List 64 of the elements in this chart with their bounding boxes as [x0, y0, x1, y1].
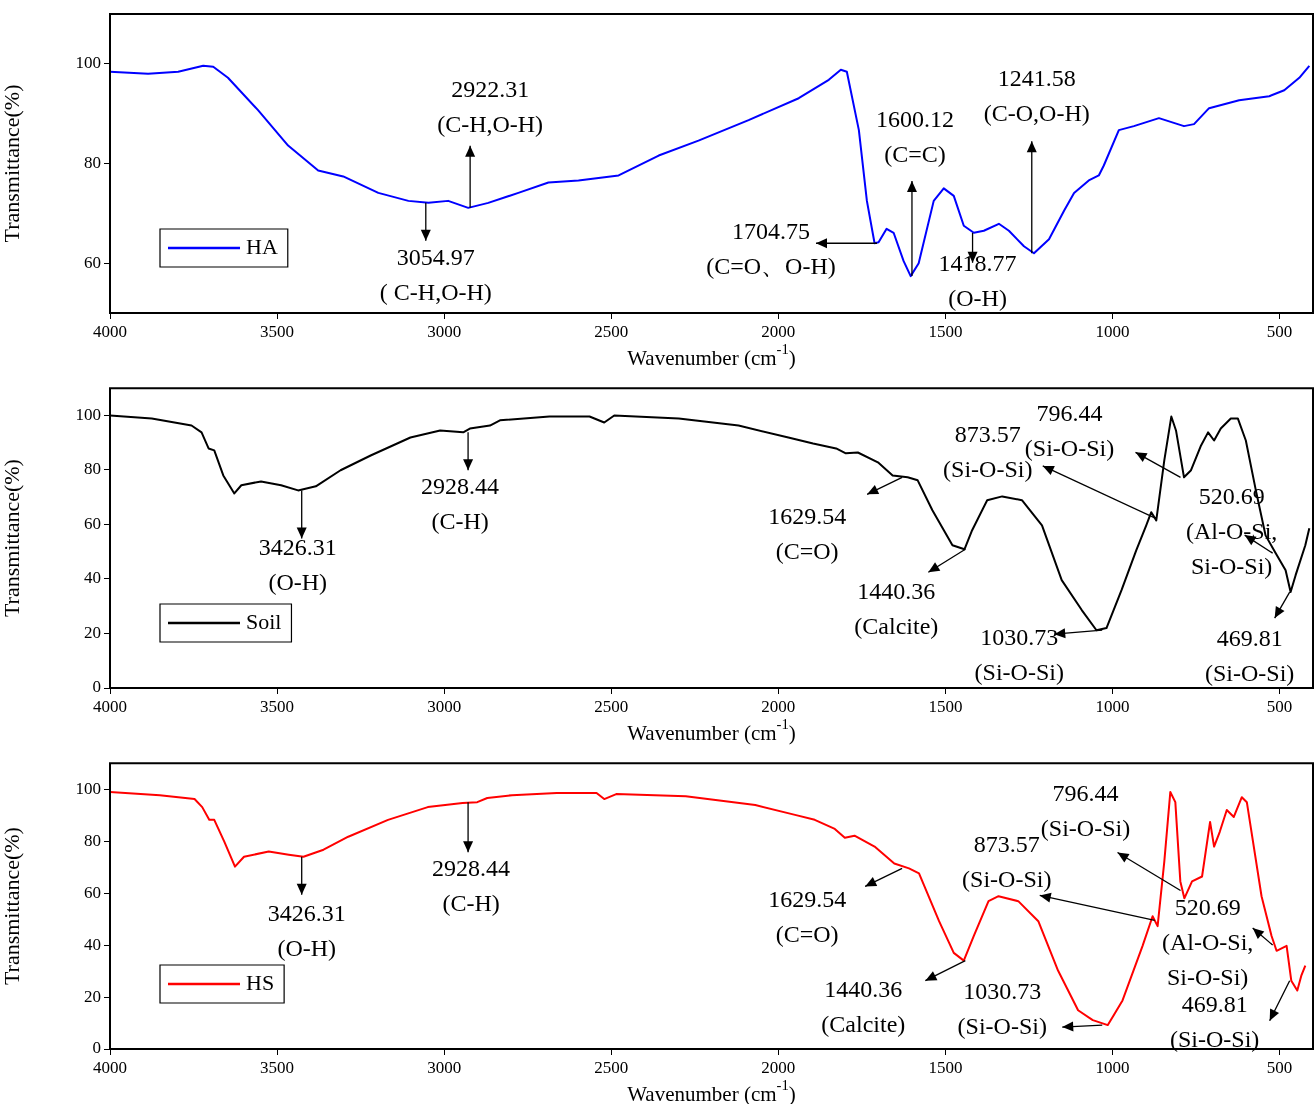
x-tick-label: 3000	[427, 321, 462, 341]
annotation: 3426.31 (O-H)	[267, 899, 346, 961]
annotation: 1241.58 (C-O,O-H)	[983, 65, 1090, 126]
x-tick-label: 1000	[1095, 1057, 1130, 1077]
x-tick-label: 2000	[761, 321, 796, 341]
x-tick-label: 3000	[427, 1057, 462, 1077]
x-tick-label: 4000	[93, 1057, 127, 1077]
y-axis-title: Transmittance(%)	[0, 84, 24, 243]
x-tick-label: 1500	[928, 696, 963, 716]
x-tick-label: 1000	[1095, 321, 1130, 341]
legend-label: HA	[246, 233, 278, 259]
y-tick-label: 0	[92, 677, 101, 697]
annotation: 1440.36 (Calcite)	[821, 976, 906, 1038]
x-tick-label: 4000	[93, 321, 127, 341]
y-tick-label: 80	[84, 459, 101, 479]
x-tick-label: 1000	[1095, 696, 1130, 716]
x-tick-label: 1500	[928, 1057, 963, 1077]
y-tick-label: 60	[84, 513, 101, 533]
x-tick-label: 3000	[427, 696, 462, 716]
annotation: 1440.36 (Calcite)	[854, 578, 939, 640]
legend-label: Soil	[246, 608, 282, 634]
annotation: 1600.12 (C=C)	[875, 105, 954, 167]
x-tick-label: 3500	[260, 321, 295, 341]
y-tick-label: 0	[92, 1038, 101, 1058]
annotation: 2922.31 (C-H,O-H)	[437, 75, 544, 137]
annotation: 3054.97 ( C-H,O-H)	[379, 243, 492, 305]
y-tick-label: 100	[75, 778, 101, 798]
x-tick-label: 4000	[93, 696, 127, 716]
legend-label: HS	[246, 969, 275, 995]
y-tick-label: 20	[84, 622, 101, 642]
annotation: 1030.73 (Si-O-Si)	[957, 977, 1047, 1039]
annotation: 1629.54 (C=O)	[768, 503, 847, 565]
annotation: 469.81 (Si-O-Si)	[1170, 991, 1260, 1053]
annotation: 1418.77 (O-H)	[938, 249, 1017, 311]
y-tick-label: 40	[84, 568, 101, 588]
x-tick-label: 2500	[594, 696, 629, 716]
x-tick-label: 3500	[260, 1057, 295, 1077]
x-tick-label: 2500	[594, 321, 629, 341]
x-tick-label: 1500	[928, 321, 963, 341]
x-tick-label: 500	[1266, 1057, 1293, 1077]
y-tick-label: 20	[84, 986, 101, 1006]
y-tick-label: 80	[84, 152, 101, 172]
x-tick-label: 500	[1266, 696, 1293, 716]
annotation: 520.69 (Al-O-Si, Si-O-Si)	[1162, 894, 1254, 991]
y-tick-label: 80	[84, 830, 101, 850]
x-tick-label: 500	[1266, 321, 1293, 341]
y-axis-title: Transmittance(%)	[0, 459, 24, 618]
annotation: 1704.75 (C=O、O-H)	[706, 218, 836, 280]
annotation: 1030.73 (Si-O-Si)	[974, 624, 1064, 686]
y-tick-label: 60	[84, 252, 101, 272]
y-tick-label: 100	[75, 53, 101, 73]
annotation: 1629.54 (C=O)	[768, 886, 847, 948]
x-tick-label: 2000	[761, 1057, 796, 1077]
annotation: 469.81 (Si-O-Si)	[1205, 624, 1295, 686]
annotation: 3426.31 (O-H)	[258, 534, 337, 596]
x-tick-label: 2500	[594, 1057, 629, 1077]
annotation: 2928.44 (C-H)	[432, 854, 511, 916]
y-tick-label: 100	[75, 404, 101, 424]
y-axis-title: Transmittance(%)	[0, 827, 24, 986]
annotation: 2928.44 (C-H)	[421, 473, 500, 535]
y-tick-label: 40	[84, 934, 101, 954]
y-tick-label: 60	[84, 882, 101, 902]
x-tick-label: 3500	[260, 696, 295, 716]
x-tick-label: 2000	[761, 696, 796, 716]
